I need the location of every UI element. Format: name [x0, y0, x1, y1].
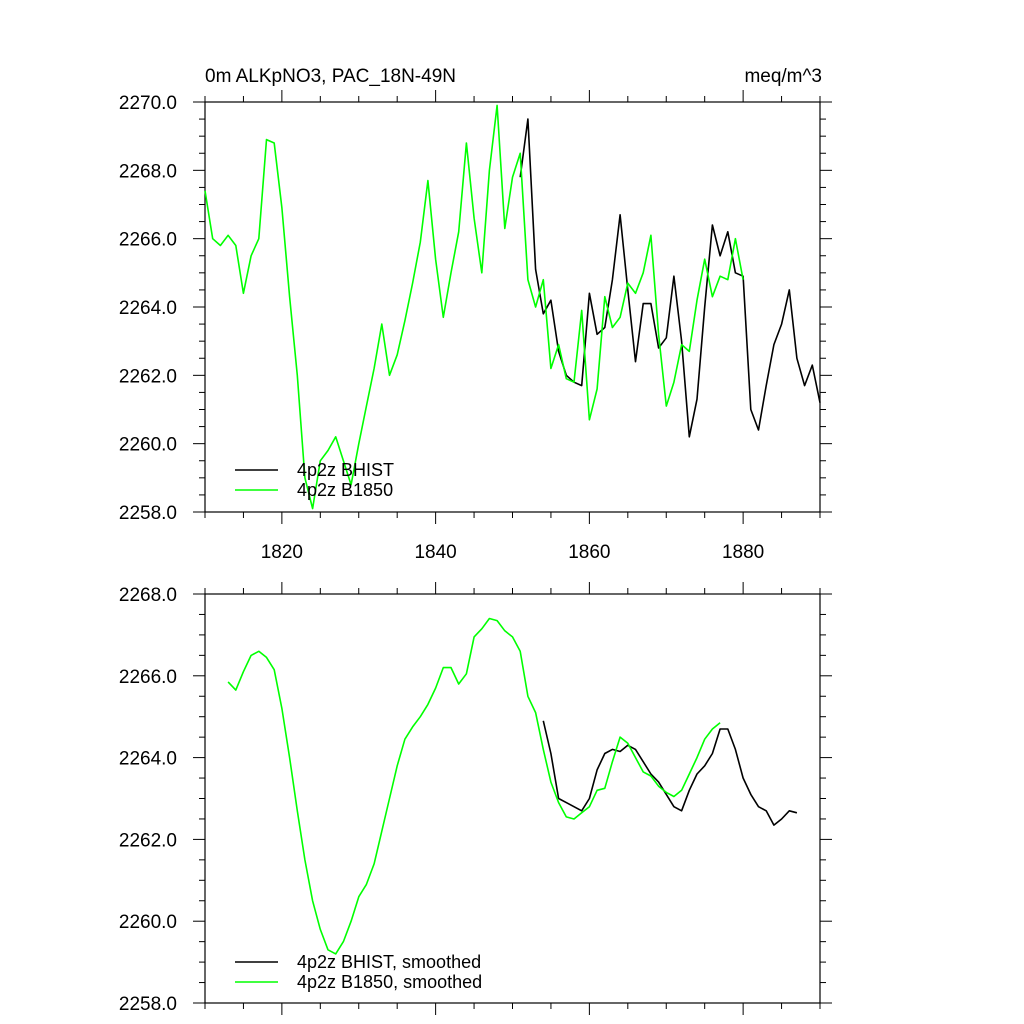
y-tick-label: 2268.0 — [119, 585, 177, 606]
bottom-panel: 2258.0 2260.0 2262.0 2264.0 2266.0 2268.0 4p2z… — [119, 582, 832, 1015]
y-ticks — [193, 593, 832, 1004]
x-ticks — [204, 90, 821, 524]
x-ticks — [204, 582, 821, 1015]
y-tick-label: 2268.0 — [119, 161, 177, 182]
y-tick-label: 2266.0 — [119, 667, 177, 688]
y-tick-label: 2260.0 — [119, 912, 177, 933]
y-tick-label: 2262.0 — [119, 830, 177, 851]
legend-label: 4p2z BHIST, smoothed — [297, 952, 481, 972]
series-line-bhist — [542, 720, 798, 826]
plot-frame — [204, 101, 821, 513]
legend-label: 4p2z BHIST — [297, 460, 394, 480]
y-tick-label: 2266.0 — [119, 230, 177, 251]
plot-frame — [204, 593, 821, 1004]
x-tick-label: 1820 — [261, 542, 303, 563]
legend-label: 4p2z B1850, smoothed — [297, 972, 482, 992]
y-tick-label: 2264.0 — [119, 298, 177, 319]
chart-title: 0m ALKpNO3, PAC_18N-49N — [205, 66, 456, 87]
series-line-b1850 — [204, 104, 744, 510]
y-tick-label: 2258.0 — [119, 503, 177, 524]
x-tick-label: 1860 — [568, 542, 610, 563]
series-line-b1850 — [227, 617, 721, 955]
legend-label: 4p2z B1850 — [297, 480, 393, 500]
x-tick-label: 1840 — [414, 542, 456, 563]
y-tick-label: 2258.0 — [119, 994, 177, 1015]
series-line-bhist — [519, 118, 821, 438]
y-ticks — [193, 101, 832, 513]
y-tick-label: 2264.0 — [119, 749, 177, 770]
top-panel: 1820 1840 1860 1880 2258.0 2260.0 2262.0 2264.0… — [119, 90, 832, 563]
x-tick-label: 1880 — [722, 542, 764, 563]
y-tick-label: 2270.0 — [119, 93, 177, 114]
y-tick-label: 2260.0 — [119, 435, 177, 456]
units-label: meq/m^3 — [744, 66, 822, 87]
y-tick-label: 2262.0 — [119, 366, 177, 387]
